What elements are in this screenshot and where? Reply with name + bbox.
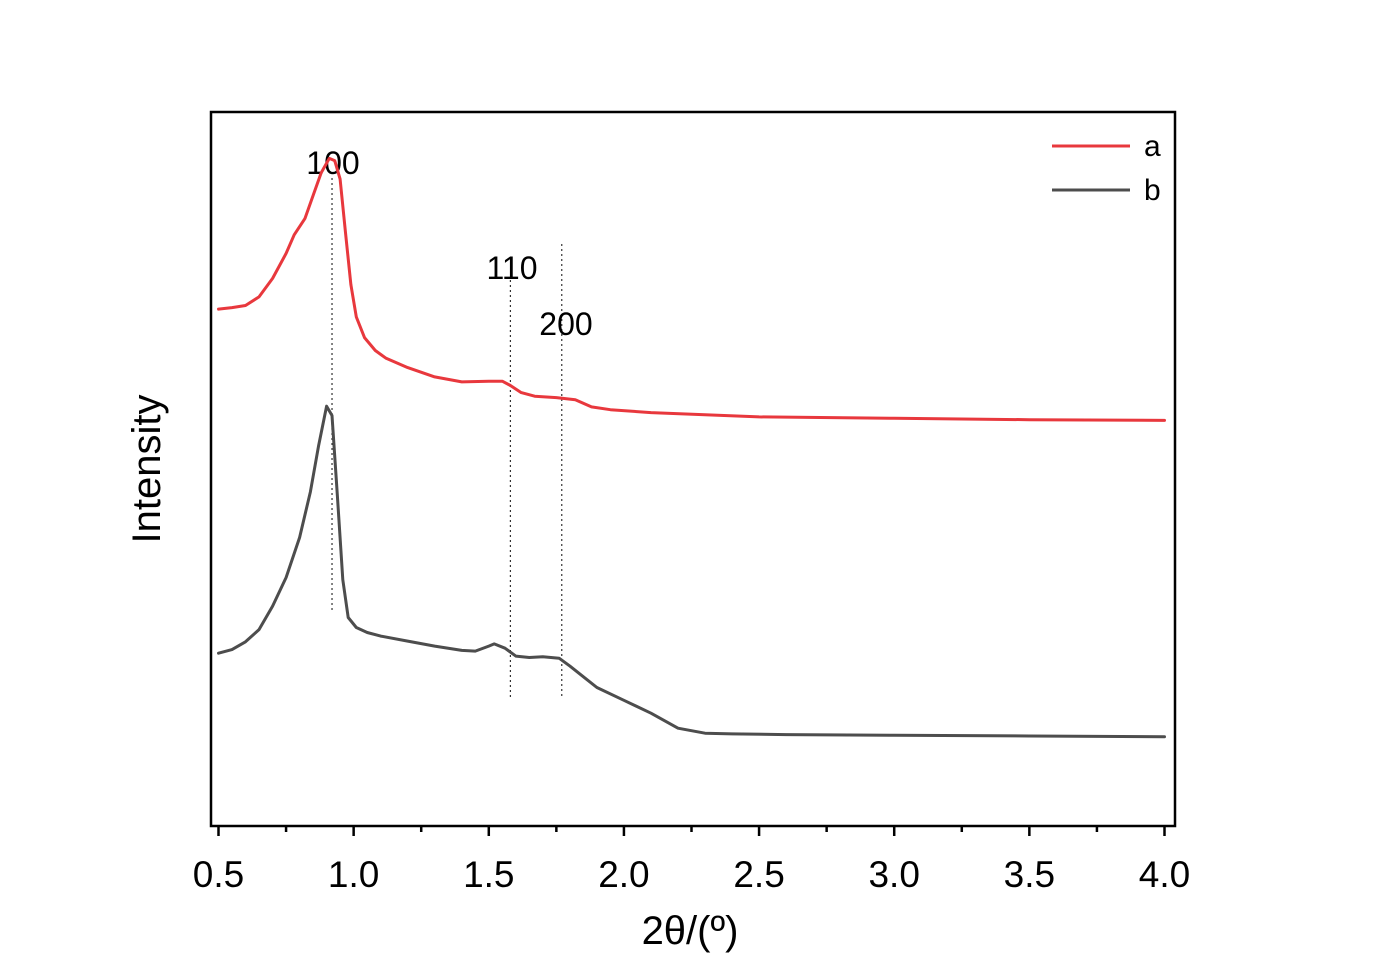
x-tick-label: 2.0 bbox=[598, 854, 649, 895]
x-axis-title: 2θ/(º) bbox=[642, 909, 739, 953]
legend-label-a: a bbox=[1144, 130, 1161, 163]
series-layer bbox=[217, 156, 1166, 739]
x-tick-label: 0.5 bbox=[193, 854, 244, 895]
peak-label-200: 200 bbox=[539, 306, 592, 342]
peak-label-100: 100 bbox=[306, 145, 359, 181]
x-axis-ticks: 0.5 1.0 1.5 2.0 2.5 3.0 3.5 4.0 bbox=[193, 826, 1190, 895]
x-tick-label: 4.0 bbox=[1139, 854, 1190, 895]
x-tick-label: 3.0 bbox=[868, 854, 919, 895]
x-tick-label: 1.5 bbox=[463, 854, 514, 895]
x-tick-label: 2.5 bbox=[733, 854, 784, 895]
y-axis-title: Intensity bbox=[125, 395, 169, 544]
plot-frame bbox=[209, 110, 1177, 828]
peak-label-110: 110 bbox=[486, 250, 537, 286]
legend: ab bbox=[1052, 130, 1161, 207]
series-line-a bbox=[217, 156, 1166, 422]
legend-label-b: b bbox=[1144, 174, 1161, 207]
series-line-b bbox=[217, 404, 1166, 739]
x-tick-label: 3.5 bbox=[1004, 854, 1055, 895]
x-tick-label: 1.0 bbox=[328, 854, 379, 895]
